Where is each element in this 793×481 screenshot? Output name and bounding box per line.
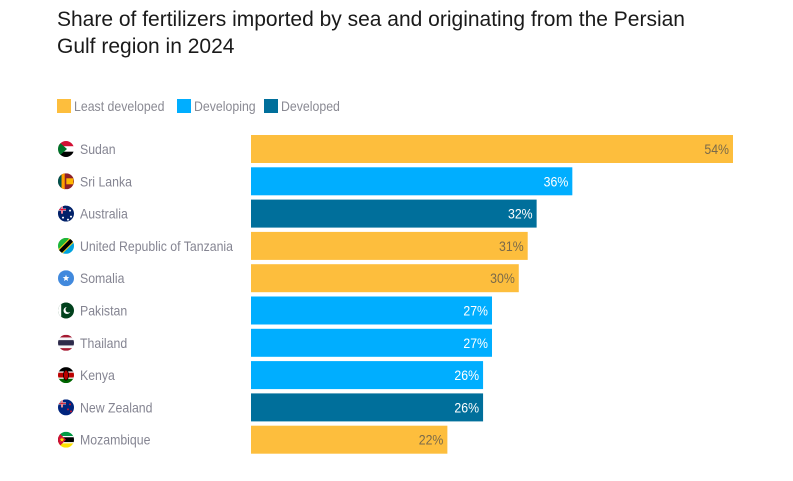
flag-tanzania-icon <box>58 237 74 254</box>
category-label: Pakistan <box>80 303 127 319</box>
flag-australia-icon <box>58 205 74 222</box>
legend-label-developing: Developing <box>193 98 256 114</box>
category-label: United Republic of Tanzania <box>80 238 234 254</box>
category-label: Sudan <box>80 141 116 157</box>
legend-item-developing: Developing <box>176 98 258 114</box>
bar-row: Pakistan 27% <box>58 296 492 325</box>
category-label: Sri Lanka <box>80 174 133 190</box>
flag-kenya-icon <box>58 367 74 384</box>
legend-swatch-developing <box>176 99 191 113</box>
category-label: Thailand <box>80 335 127 351</box>
flag-pakistan-icon <box>58 302 74 319</box>
legend-label-developed: Developed <box>280 98 340 114</box>
legend-item-least-developed: Least developed <box>57 98 171 114</box>
flag-thailand-icon <box>58 334 74 351</box>
value-label: 36% <box>544 174 569 190</box>
bar <box>251 425 448 454</box>
bar-row: Sri Lanka 36% <box>58 167 573 196</box>
value-label: 30% <box>490 270 515 286</box>
flag-new-zealand-icon <box>58 399 74 416</box>
chart-title: Share of fertilizers imported by sea and… <box>57 8 685 58</box>
bar <box>251 296 492 325</box>
flag-sudan-icon <box>58 141 74 157</box>
value-label: 27% <box>463 303 488 319</box>
category-label: Australia <box>80 206 129 222</box>
flag-sri-lanka-icon <box>58 173 74 190</box>
bar <box>251 231 528 260</box>
value-label: 26% <box>454 367 479 383</box>
bar-row: Thailand 27% <box>58 328 492 357</box>
legend-label-least-developed: Least developed <box>74 98 165 114</box>
value-label: 27% <box>463 335 488 351</box>
value-label: 31% <box>499 238 524 254</box>
bar <box>251 135 733 163</box>
value-label: 32% <box>508 206 533 222</box>
value-label: 26% <box>454 400 479 416</box>
value-label: 54% <box>704 141 729 157</box>
category-label: New Zealand <box>80 400 153 416</box>
legend-item-developed: Developed <box>263 98 342 114</box>
bar-row: Australia 32% <box>58 199 537 228</box>
category-label: Somalia <box>80 270 125 286</box>
bar <box>251 393 484 422</box>
bar <box>251 199 537 228</box>
bar-row: Kenya 26% <box>58 361 484 390</box>
flag-mozambique-icon <box>58 431 74 448</box>
flag-somalia-icon <box>58 270 74 287</box>
bar-row: Mozambique 22% <box>58 425 448 454</box>
bar-row: Sudan 54% <box>58 135 733 163</box>
bar-row: Somalia 30% <box>58 264 519 293</box>
bar-row: New Zealand 26% <box>58 393 484 422</box>
legend-swatch-least-developed <box>57 99 71 113</box>
bar <box>251 167 573 196</box>
legend-swatch-developed <box>263 99 278 113</box>
bar <box>251 328 492 357</box>
category-label: Kenya <box>80 367 116 383</box>
bar <box>251 361 484 390</box>
chart-legend: Least developed Developing Developed <box>57 98 348 114</box>
bar-row: United Republic of Tanzania 31% <box>58 231 528 260</box>
bar <box>251 264 519 293</box>
category-label: Mozambique <box>80 432 150 448</box>
value-label: 22% <box>419 432 444 448</box>
